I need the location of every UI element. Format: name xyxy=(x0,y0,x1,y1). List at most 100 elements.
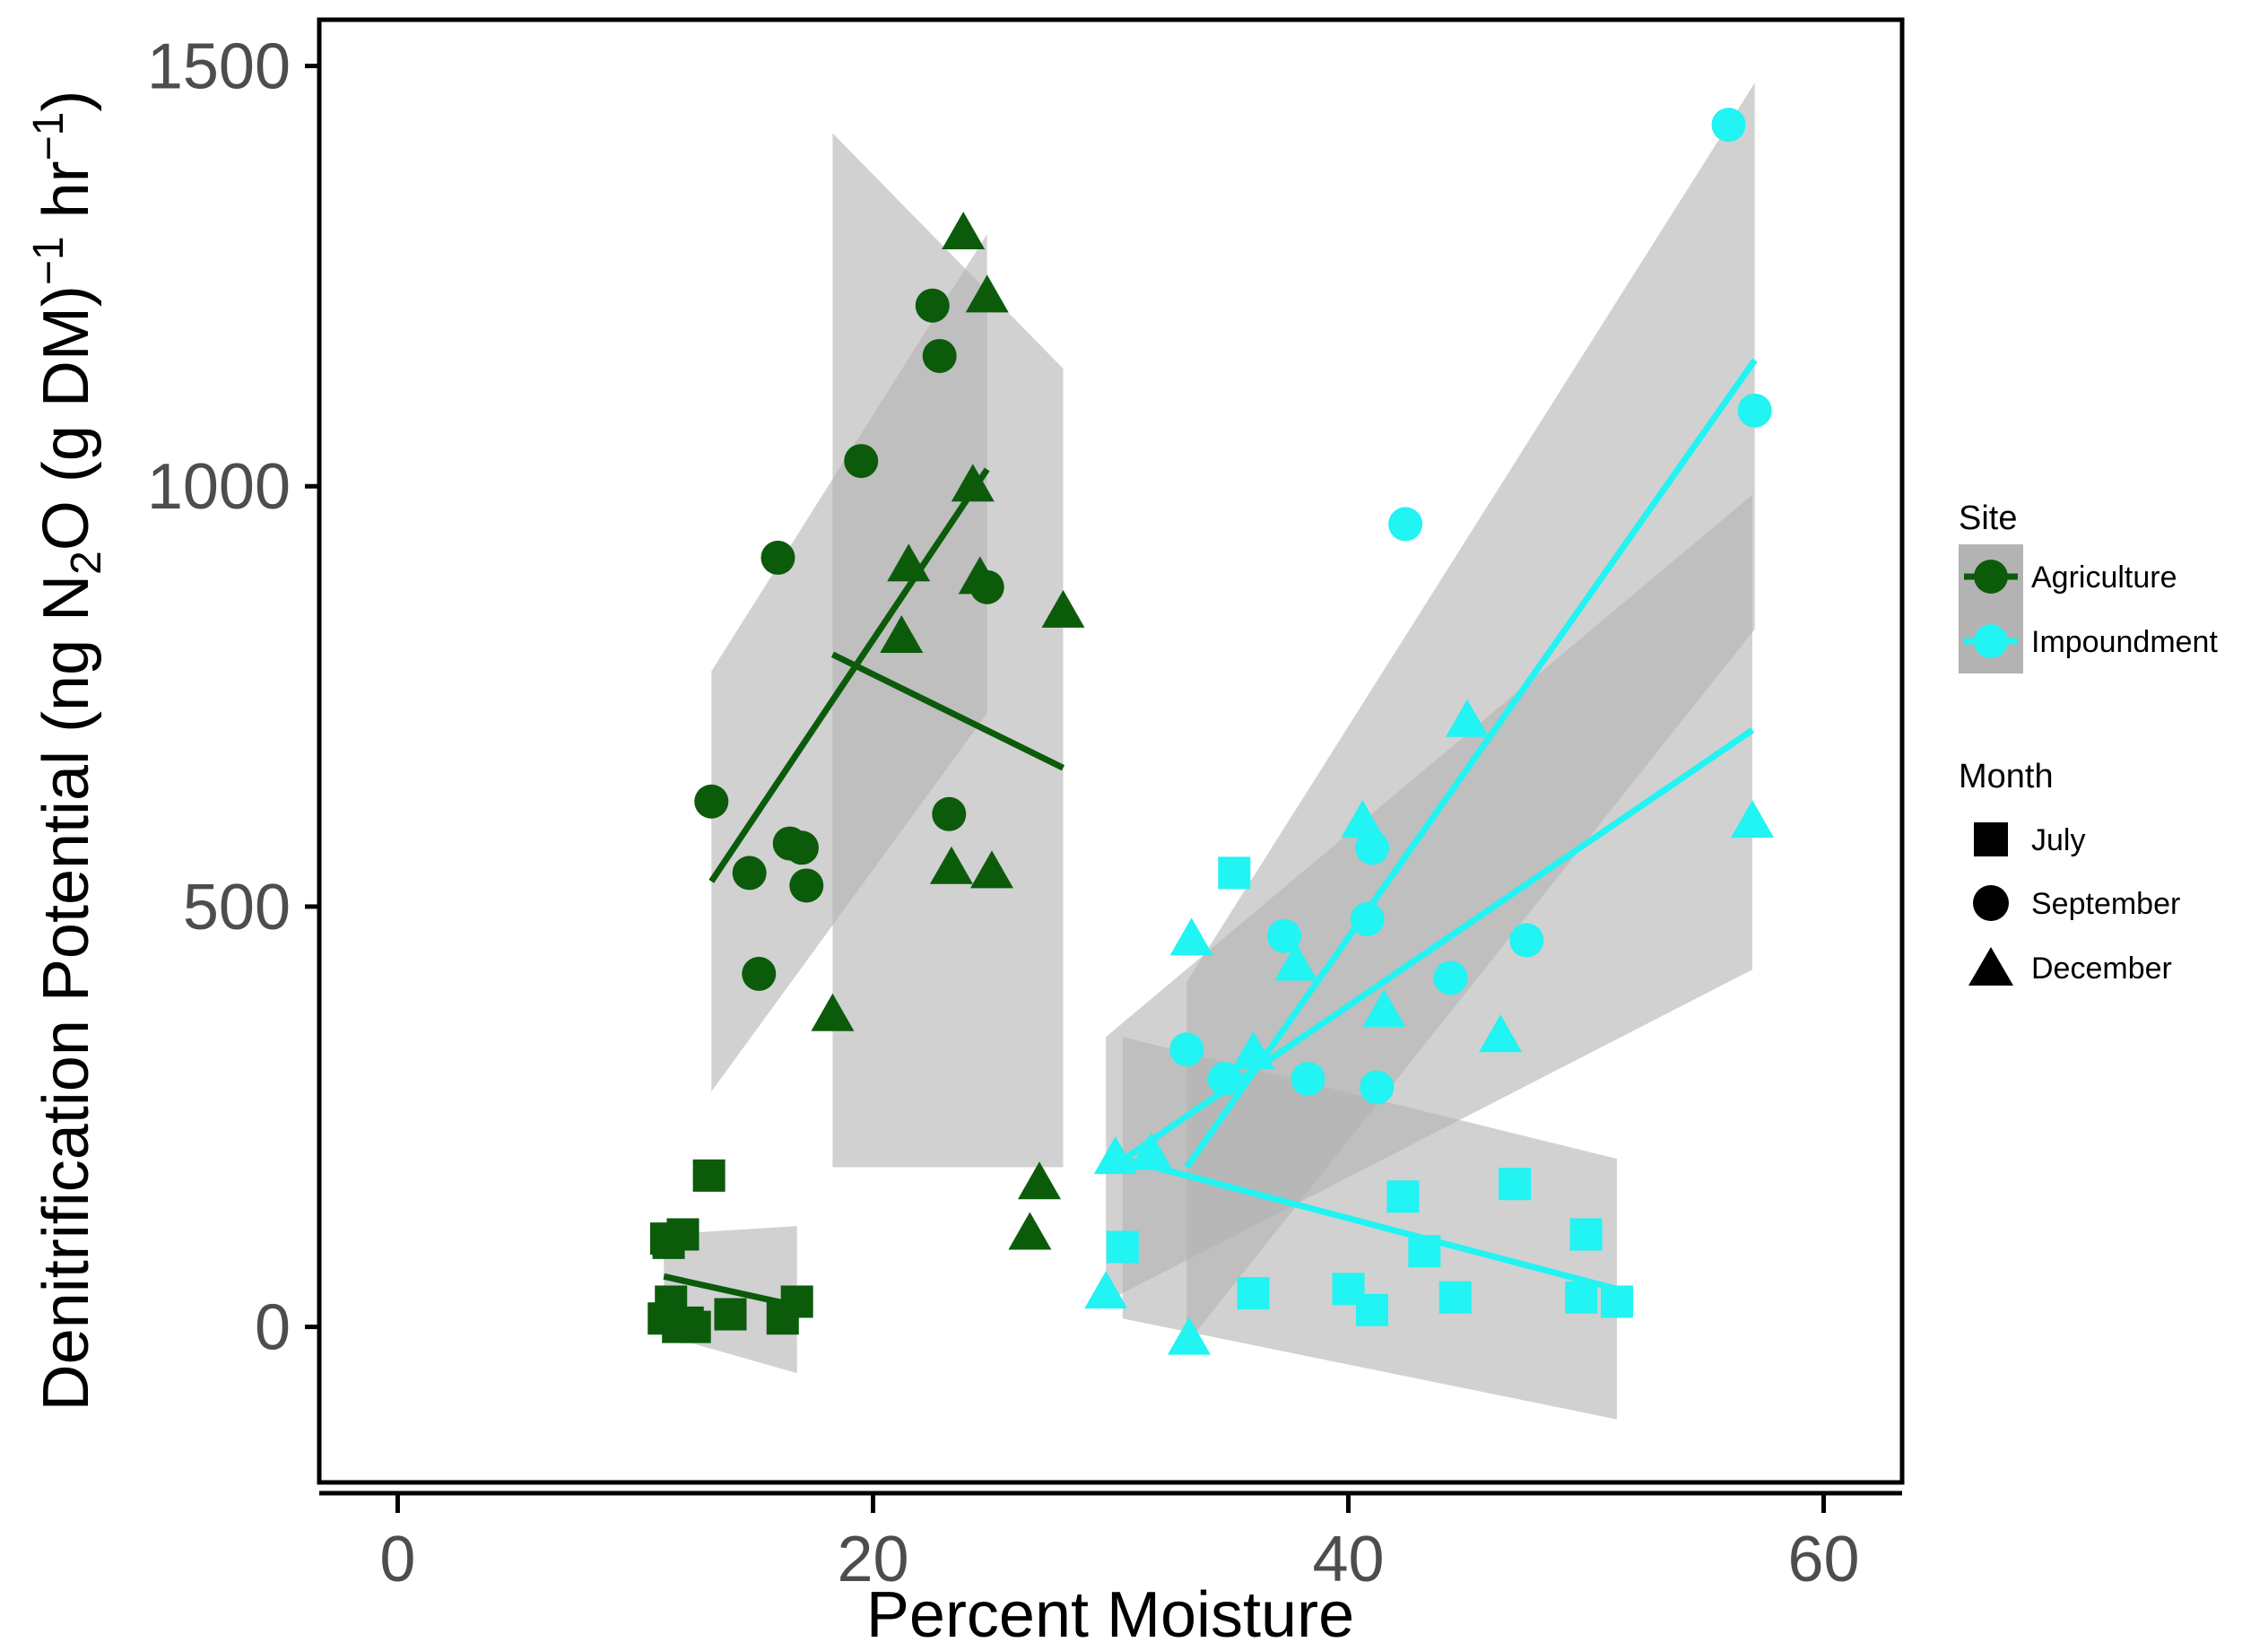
point-agriculture-december xyxy=(1008,1212,1052,1250)
legend-key-december-triangle xyxy=(1968,947,2013,986)
point-agriculture-september xyxy=(844,444,879,479)
legend-label-december: December xyxy=(2031,951,2172,986)
point-agriculture-september xyxy=(760,540,795,575)
point-agriculture-december xyxy=(880,614,924,653)
point-impoundment-july xyxy=(1438,1281,1472,1314)
point-impoundment-december xyxy=(1446,699,1490,737)
x-tick-label: 40 xyxy=(1312,1524,1384,1595)
point-agriculture-july xyxy=(671,1306,704,1339)
x-axis: 0 20 40 60 xyxy=(319,1490,1902,1595)
point-impoundment-july xyxy=(1106,1230,1139,1264)
point-agriculture-december xyxy=(958,556,1002,595)
fit-line-agriculture-july xyxy=(663,1273,798,1309)
legend-site-title: Site xyxy=(1959,500,2017,537)
point-agriculture-september xyxy=(694,784,729,819)
y-axis-title-middle-2: hr xyxy=(30,161,102,236)
y-axis-title-middle: O (g DM) xyxy=(30,285,102,551)
point-impoundment-september xyxy=(1711,108,1746,143)
point-impoundment-december xyxy=(1084,1271,1128,1309)
point-impoundment-september xyxy=(1737,393,1772,428)
legend-label-july: July xyxy=(2031,823,2085,857)
point-agriculture-september xyxy=(784,830,819,865)
point-impoundment-july xyxy=(1237,1277,1270,1310)
point-impoundment-september xyxy=(1433,960,1468,995)
data-points xyxy=(647,108,1775,1355)
point-impoundment-december xyxy=(1479,1014,1523,1053)
y-tick-label: 0 xyxy=(255,1292,291,1364)
legend-key-point-agriculture xyxy=(1974,560,2008,594)
legend-key-july-square xyxy=(1974,822,2008,856)
point-impoundment-september xyxy=(1266,918,1301,953)
fit-line-impoundment-december xyxy=(1104,727,1755,1175)
legend: Site Agriculture Impoundment Month July … xyxy=(1959,500,2218,986)
x-tick-label: 0 xyxy=(379,1524,415,1595)
y-axis-title-subscript: 2 xyxy=(63,551,110,575)
point-agriculture-december xyxy=(965,274,1009,313)
point-impoundment-september xyxy=(1350,901,1385,936)
fit-line-impoundment-september xyxy=(1184,358,1758,1169)
x-axis-title: Percent Moisture xyxy=(866,1579,1354,1651)
point-agriculture-december xyxy=(929,846,973,884)
point-agriculture-december xyxy=(1041,589,1085,628)
point-agriculture-september xyxy=(742,956,777,991)
fit-line-agriculture-december xyxy=(830,651,1065,771)
point-agriculture-december xyxy=(951,464,995,502)
point-agriculture-december xyxy=(887,543,931,582)
y-tick-label: 1500 xyxy=(147,31,291,103)
x-tick-label: 20 xyxy=(837,1524,908,1595)
point-impoundment-september xyxy=(1169,1032,1204,1067)
legend-key-september-circle xyxy=(1973,885,2009,921)
point-impoundment-july xyxy=(1408,1235,1441,1268)
point-agriculture-september xyxy=(932,796,967,831)
x-tick-label: 60 xyxy=(1787,1524,1859,1595)
y-axis-title-superscript-2: −1 xyxy=(25,112,73,161)
point-impoundment-december xyxy=(1362,989,1406,1028)
legend-label-impoundment: Impoundment xyxy=(2031,625,2218,659)
point-agriculture-december xyxy=(811,993,855,1031)
point-impoundment-july xyxy=(1386,1180,1420,1213)
point-agriculture-july xyxy=(692,1159,726,1192)
point-impoundment-december xyxy=(1274,943,1318,981)
point-impoundment-december xyxy=(1731,800,1775,839)
point-impoundment-september xyxy=(1207,1062,1242,1097)
point-impoundment-september xyxy=(1290,1062,1325,1097)
y-axis-title: Denitrification Potential (ng N2O (g DM)… xyxy=(25,91,110,1412)
fit-line-agriculture-september xyxy=(708,467,990,883)
point-agriculture-september xyxy=(789,868,824,903)
point-impoundment-september xyxy=(1509,923,1544,958)
legend-key-point-impoundment xyxy=(1974,624,2008,658)
point-agriculture-september xyxy=(732,856,767,891)
y-axis-title-superscript-1: −1 xyxy=(25,236,73,285)
point-impoundment-july xyxy=(1569,1218,1603,1251)
point-impoundment-december xyxy=(1093,1136,1137,1175)
point-impoundment-december xyxy=(1341,800,1385,839)
point-impoundment-july xyxy=(1356,1293,1389,1326)
point-impoundment-december xyxy=(1167,1316,1211,1355)
point-agriculture-july xyxy=(652,1226,685,1259)
point-agriculture-september xyxy=(922,338,957,373)
ci-ribbon-agriculture-december xyxy=(832,133,1064,1168)
point-impoundment-december xyxy=(1231,1030,1275,1069)
point-agriculture-december xyxy=(969,850,1013,889)
y-tick-label: 500 xyxy=(183,872,291,943)
point-impoundment-september xyxy=(1355,830,1390,865)
point-agriculture-july xyxy=(780,1285,813,1318)
point-impoundment-september xyxy=(1388,507,1423,542)
y-axis-title-prefix: Denitrification Potential (ng N xyxy=(30,575,102,1411)
point-impoundment-july xyxy=(1499,1168,1532,1201)
point-impoundment-september xyxy=(1360,1070,1395,1105)
point-impoundment-july xyxy=(1565,1281,1598,1314)
legend-label-agriculture: Agriculture xyxy=(2031,560,2177,595)
ci-ribbon-impoundment-december xyxy=(1106,494,1753,1302)
y-axis: 0 500 1000 1500 xyxy=(147,31,319,1364)
legend-month-title: Month xyxy=(1959,758,2054,795)
point-impoundment-december xyxy=(1129,1132,1173,1170)
y-axis-title-suffix: ) xyxy=(30,91,102,112)
y-tick-label: 1000 xyxy=(147,451,291,523)
point-impoundment-december xyxy=(1169,917,1213,956)
point-agriculture-july xyxy=(714,1298,747,1331)
legend-label-september: September xyxy=(2031,887,2180,921)
point-impoundment-july xyxy=(1600,1285,1633,1318)
point-agriculture-december xyxy=(942,212,986,250)
